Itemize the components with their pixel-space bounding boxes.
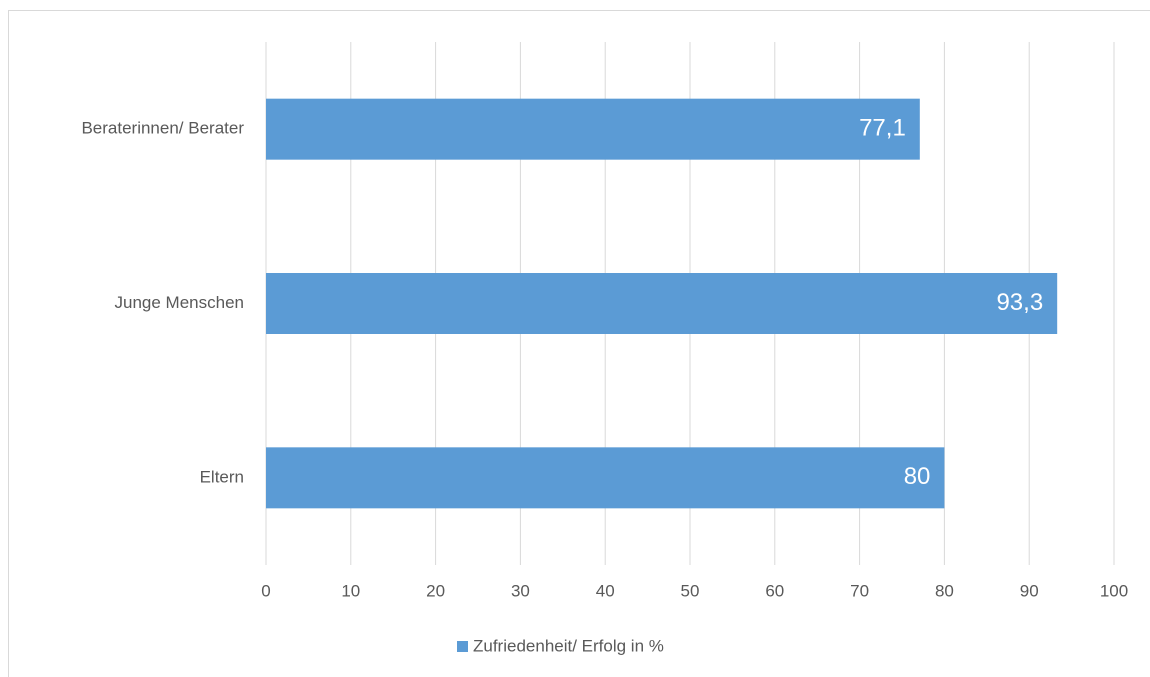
x-tick-label: 50 [681, 581, 700, 600]
value-label: 80 [904, 463, 931, 490]
x-tick-label: 20 [426, 581, 445, 600]
x-tick-label: 60 [765, 581, 784, 600]
x-tick-label: 100 [1100, 581, 1128, 600]
x-tick-label: 70 [850, 581, 869, 600]
chart-border [8, 10, 1150, 677]
x-tick-label: 10 [341, 581, 360, 600]
x-tick-label: 90 [1020, 581, 1039, 600]
legend-label: Zufriedenheit/ Erfolg in % [473, 636, 664, 655]
y-tick-label: Eltern [200, 467, 244, 486]
x-tick-label: 80 [935, 581, 954, 600]
value-label: 77,1 [859, 115, 906, 142]
y-tick-label: Beraterinnen/ Berater [81, 119, 244, 138]
bar [266, 98, 920, 160]
legend-swatch [457, 641, 468, 652]
value-label: 93,3 [996, 289, 1043, 316]
x-tick-label: 0 [261, 581, 270, 600]
bar [266, 447, 945, 509]
x-tick-label: 30 [511, 581, 530, 600]
bar [266, 273, 1058, 334]
x-tick-label: 40 [596, 581, 615, 600]
y-tick-label: Junge Menschen [115, 293, 244, 312]
